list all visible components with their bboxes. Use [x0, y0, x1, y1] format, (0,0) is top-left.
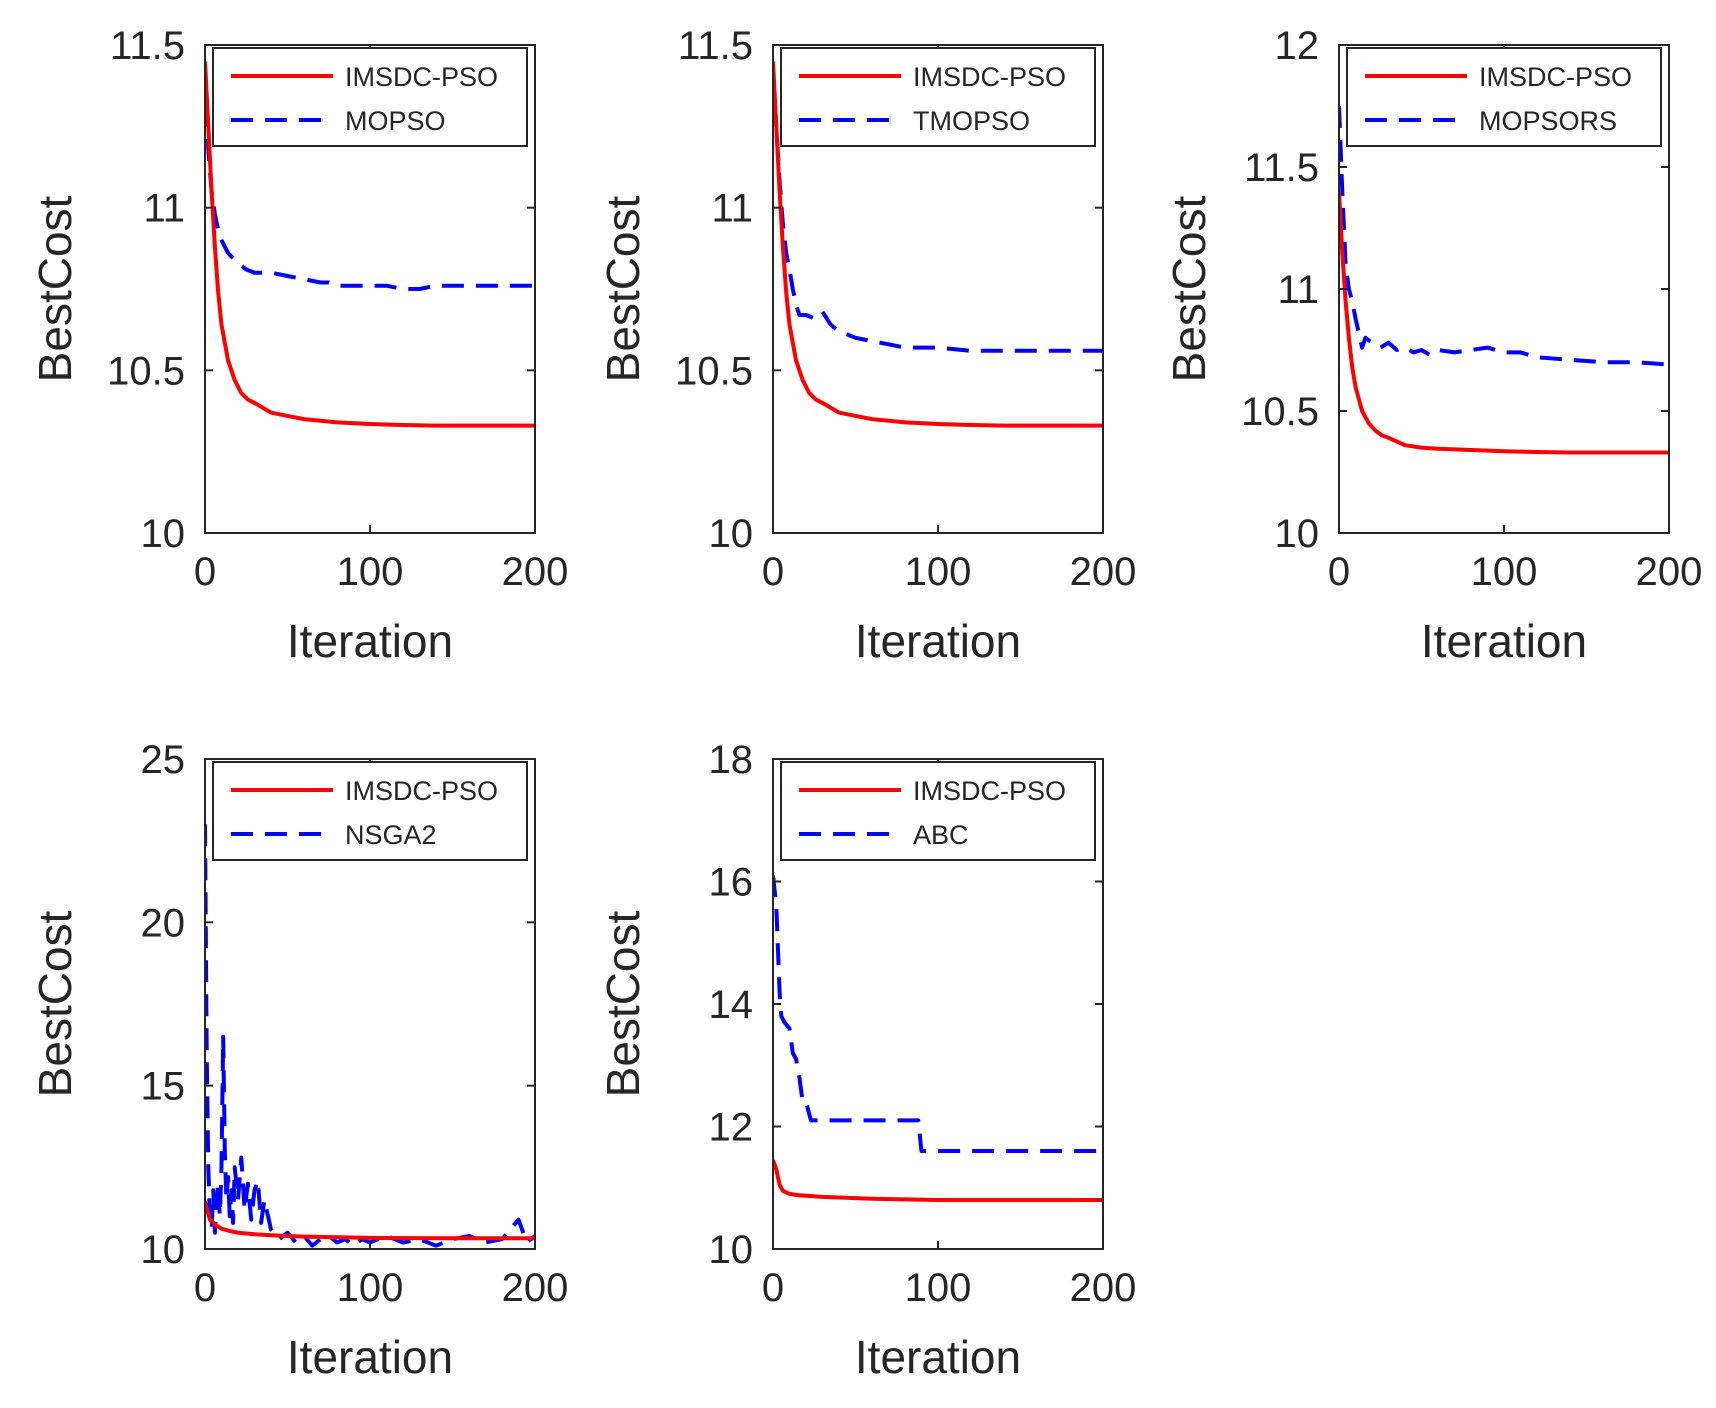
x-axis-title: Iteration — [855, 1331, 1021, 1383]
y-axis-title: BestCost — [597, 195, 649, 382]
chart-panel-4: 0 100 200 10 15 20 25 Iteration BestCost IMSDC-PS… — [29, 738, 568, 1383]
legend-entry-label: TMOPSO — [913, 106, 1030, 136]
legend-entry-label: ABC — [913, 820, 969, 850]
y-tick-label: 10 — [1275, 512, 1320, 556]
chart-panel-2: 0 100 200 10 10.5 11 11.5 Iteration BestCost IMSD… — [597, 24, 1136, 667]
y-tick-label: 10.5 — [1241, 390, 1319, 434]
y-tick-label: 11 — [1277, 268, 1319, 312]
y-tick-label: 25 — [141, 738, 186, 782]
x-tick-label: 0 — [762, 1266, 784, 1310]
y-tick-label: 11 — [143, 187, 185, 231]
legend-entry-label: MOPSORS — [1479, 106, 1617, 136]
x-tick-label: 0 — [1328, 550, 1350, 594]
y-tick-label: 11.5 — [678, 24, 753, 68]
y-tick-label: 10.5 — [675, 349, 753, 393]
legend: IMSDC-PSO TMOPSO — [780, 47, 1096, 147]
y-tick-label: 12 — [709, 1106, 754, 1150]
x-axis-title: Iteration — [855, 615, 1021, 667]
x-tick-label: 100 — [337, 550, 404, 594]
legend-entry-label: IMSDC-PSO — [345, 62, 498, 92]
x-tick-label: 200 — [1636, 550, 1703, 594]
y-tick-label: 10.5 — [107, 349, 185, 393]
legend-entry-label: NSGA2 — [345, 820, 437, 850]
legend-entry-label: IMSDC-PSO — [1479, 62, 1632, 92]
y-axis-title: BestCost — [597, 910, 649, 1097]
y-tick-label: 10 — [141, 1228, 186, 1272]
y-tick-label: 10 — [141, 512, 186, 556]
y-tick-label: 16 — [709, 861, 754, 905]
y-tick-label: 18 — [709, 738, 754, 782]
chart-panel-5: 0 100 200 10 12 14 16 18 Iteration BestCost IMSDC-… — [597, 738, 1136, 1383]
legend: IMSDC-PSO MOPSO — [212, 47, 528, 147]
y-axis-title: BestCost — [1163, 195, 1215, 382]
legend-box — [780, 47, 1096, 147]
y-tick-label: 11 — [711, 187, 753, 231]
series-line-mopsors — [1339, 105, 1669, 367]
y-tick-label: 15 — [141, 1065, 186, 1109]
legend-box — [212, 761, 528, 861]
x-axis-title: Iteration — [287, 1331, 453, 1383]
x-tick-label: 0 — [762, 550, 784, 594]
x-axis-title: Iteration — [287, 615, 453, 667]
y-tick-label: 11.5 — [1244, 146, 1319, 190]
legend: IMSDC-PSO ABC — [780, 761, 1096, 861]
x-tick-label: 100 — [905, 1266, 972, 1310]
x-tick-label: 200 — [502, 1266, 569, 1310]
x-axis-title: Iteration — [1421, 615, 1587, 667]
series-line-imsdc-pso — [205, 61, 535, 428]
series-line-imsdc-pso — [205, 1201, 535, 1241]
series-line-abc — [773, 875, 1103, 1153]
x-tick-label: 200 — [1070, 550, 1137, 594]
series-line-mopso — [205, 70, 535, 291]
x-tick-label: 100 — [1471, 550, 1538, 594]
y-axis-title: BestCost — [29, 910, 81, 1097]
legend-entry-label: IMSDC-PSO — [913, 62, 1066, 92]
legend-entry-label: IMSDC-PSO — [345, 776, 498, 806]
x-tick-label: 200 — [502, 550, 569, 594]
legend-box — [780, 761, 1096, 861]
x-tick-label: 200 — [1070, 1266, 1137, 1310]
series-line-tmopso — [773, 70, 1103, 353]
series-line-imsdc-pso — [773, 61, 1103, 428]
y-tick-label: 10 — [709, 512, 754, 556]
y-tick-label: 10 — [709, 1228, 754, 1272]
x-tick-label: 0 — [194, 1266, 216, 1310]
y-tick-label: 20 — [141, 901, 186, 945]
legend: IMSDC-PSO NSGA2 — [212, 761, 528, 861]
y-axis-title: BestCost — [29, 195, 81, 382]
legend-box — [212, 47, 528, 147]
y-tick-label: 12 — [1275, 24, 1320, 68]
y-tick-label: 14 — [709, 983, 754, 1027]
legend-entry-label: IMSDC-PSO — [913, 776, 1066, 806]
y-tick-label: 11.5 — [110, 24, 185, 68]
series-line-imsdc-pso — [773, 1159, 1103, 1202]
series-line-nsga2 — [205, 824, 535, 1248]
legend: IMSDC-PSO MOPSORS — [1346, 47, 1662, 147]
legend-entry-label: MOPSO — [345, 106, 446, 136]
series-line-imsdc-pso — [1339, 191, 1669, 455]
x-tick-label: 100 — [905, 550, 972, 594]
x-tick-label: 100 — [337, 1266, 404, 1310]
legend-box — [1346, 47, 1662, 147]
chart-panel-1: 0 100 200 10 10.5 11 11.5 Iteration BestCost IMSD… — [29, 24, 568, 667]
x-tick-label: 0 — [194, 550, 216, 594]
chart-panel-3: 0 100 200 10 10.5 11 11.5 12 Iteration BestCost IM… — [1163, 24, 1702, 667]
